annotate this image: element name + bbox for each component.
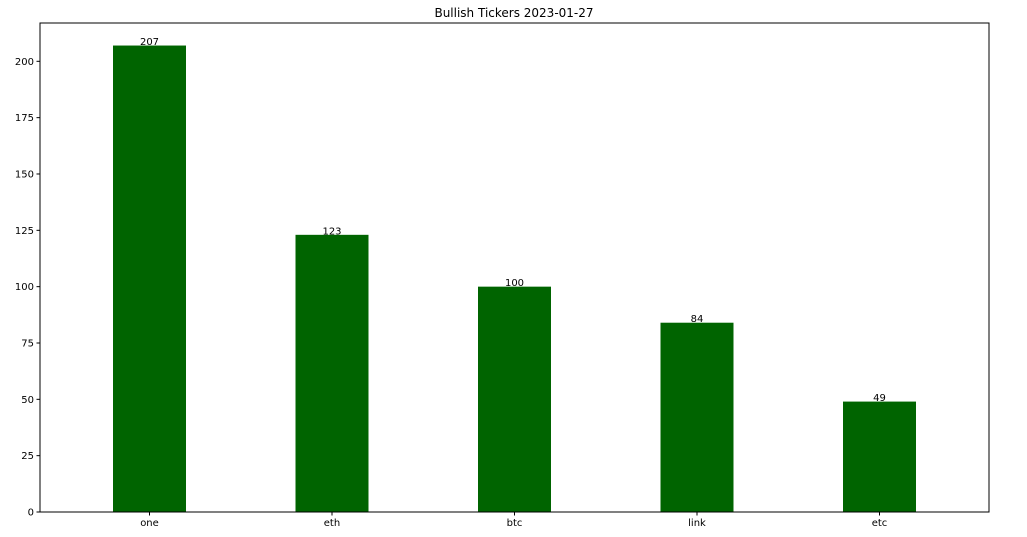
y-tick-label-200: 200 <box>15 57 34 68</box>
x-tick-label-eth: eth <box>324 518 340 529</box>
plot-frame <box>39 22 990 513</box>
x-tick-label-btc: btc <box>507 518 523 529</box>
data-label-link: 84 <box>691 314 704 325</box>
data-labels-group: 207 123 100 84 49 <box>140 37 886 404</box>
x-axis: one eth btc link etc <box>140 512 887 529</box>
bar-etc <box>843 401 916 512</box>
y-tick-label-175: 175 <box>15 113 34 124</box>
data-label-btc: 100 <box>505 278 524 289</box>
y-tick-label-125: 125 <box>15 226 34 237</box>
y-tick-label-50: 50 <box>21 395 34 406</box>
bar-link <box>660 322 734 512</box>
data-label-eth: 123 <box>322 226 341 237</box>
x-tick-label-one: one <box>140 518 159 529</box>
bar-one <box>113 45 186 513</box>
bar-eth <box>295 234 369 512</box>
y-axis: 0 25 50 75 100 125 150 175 200 <box>15 57 40 519</box>
x-tick-label-link: link <box>688 518 706 529</box>
bar-btc <box>478 286 551 512</box>
y-tick-label-75: 75 <box>21 338 34 349</box>
bars-group <box>113 45 916 513</box>
y-tick-label-0: 0 <box>28 508 34 519</box>
data-label-etc: 49 <box>873 393 886 404</box>
y-tick-label-100: 100 <box>15 282 34 293</box>
chart-title: Bullish Tickers 2023-01-27 <box>434 6 593 20</box>
data-label-one: 207 <box>140 37 159 48</box>
y-tick-label-150: 150 <box>15 169 34 180</box>
x-tick-label-etc: etc <box>872 518 888 529</box>
y-tick-label-25: 25 <box>21 451 34 462</box>
